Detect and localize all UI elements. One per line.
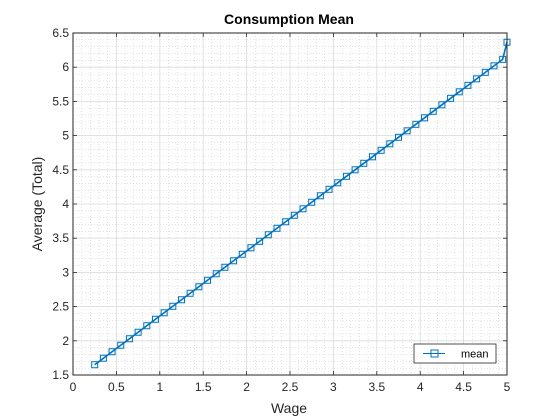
- x-tick-label: 4: [417, 380, 424, 394]
- y-tick-label: 3.5: [52, 231, 69, 245]
- y-tick-label: 1.5: [52, 368, 69, 382]
- x-tick-label: 3.5: [368, 380, 385, 394]
- x-tick-label: 3: [330, 380, 337, 394]
- x-tick-label: 2.5: [282, 380, 299, 394]
- x-tick-label: 2: [243, 380, 250, 394]
- y-tick-label: 3: [62, 265, 69, 279]
- x-tick-label: 5: [504, 380, 511, 394]
- y-tick-label: 5: [62, 129, 69, 143]
- y-tick-label: 6.5: [52, 26, 69, 40]
- y-tick-label: 4.5: [52, 163, 69, 177]
- y-tick-label: 2: [62, 334, 69, 348]
- y-tick-label: 4: [62, 197, 69, 211]
- x-tick-label: 0: [70, 380, 77, 394]
- legend: mean: [414, 344, 496, 363]
- x-tick-label: 4.5: [455, 380, 472, 394]
- legend-label-mean: mean: [461, 349, 489, 361]
- y-tick-label: 5.5: [52, 94, 69, 108]
- x-tick-label: 1: [156, 380, 163, 394]
- chart-title: Consumption Mean: [224, 11, 354, 27]
- x-tick-label: 1.5: [195, 380, 212, 394]
- x-tick-label: 0.5: [108, 380, 125, 394]
- x-axis-label: Wage: [271, 400, 307, 416]
- y-tick-label: 2.5: [52, 300, 69, 314]
- y-axis-label: Average (Total): [29, 157, 45, 252]
- y-tick-label: 6: [62, 60, 69, 74]
